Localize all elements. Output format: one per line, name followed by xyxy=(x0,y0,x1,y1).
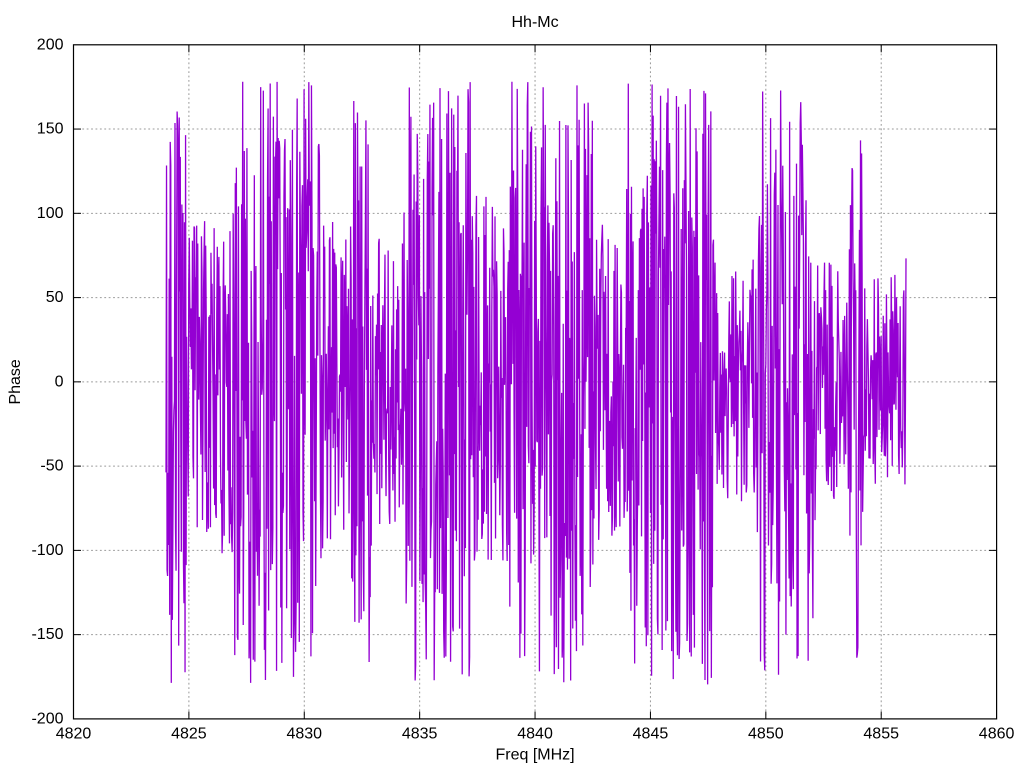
svg-text:150: 150 xyxy=(37,121,64,138)
svg-text:4820: 4820 xyxy=(56,725,92,742)
svg-text:-150: -150 xyxy=(31,626,63,643)
svg-text:Phase: Phase xyxy=(7,359,24,404)
svg-text:4845: 4845 xyxy=(633,725,669,742)
svg-text:100: 100 xyxy=(37,205,64,222)
svg-text:Hh-Mc: Hh-Mc xyxy=(511,14,558,31)
svg-text:4855: 4855 xyxy=(863,725,899,742)
svg-text:200: 200 xyxy=(37,36,64,53)
svg-text:4840: 4840 xyxy=(517,725,553,742)
svg-text:4835: 4835 xyxy=(402,725,438,742)
svg-text:4825: 4825 xyxy=(171,725,207,742)
svg-text:4830: 4830 xyxy=(286,725,322,742)
svg-text:-100: -100 xyxy=(31,542,63,559)
svg-text:-50: -50 xyxy=(40,458,63,475)
svg-text:-200: -200 xyxy=(31,710,63,727)
svg-text:Freq [MHz]: Freq [MHz] xyxy=(495,746,574,763)
svg-text:50: 50 xyxy=(46,289,64,306)
svg-text:4850: 4850 xyxy=(748,725,784,742)
svg-text:4860: 4860 xyxy=(979,725,1015,742)
svg-text:0: 0 xyxy=(55,373,64,390)
